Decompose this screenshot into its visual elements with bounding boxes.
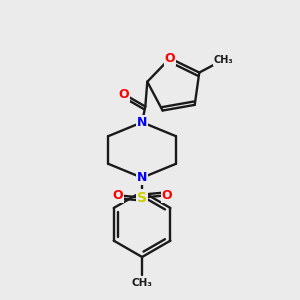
Text: O: O <box>165 52 175 65</box>
Text: O: O <box>161 189 172 202</box>
Text: N: N <box>137 116 147 129</box>
Text: S: S <box>137 190 147 205</box>
Text: N: N <box>137 171 147 184</box>
Text: O: O <box>112 189 123 202</box>
Text: O: O <box>118 88 129 101</box>
Text: CH₃: CH₃ <box>132 278 153 288</box>
Text: CH₃: CH₃ <box>213 56 233 65</box>
